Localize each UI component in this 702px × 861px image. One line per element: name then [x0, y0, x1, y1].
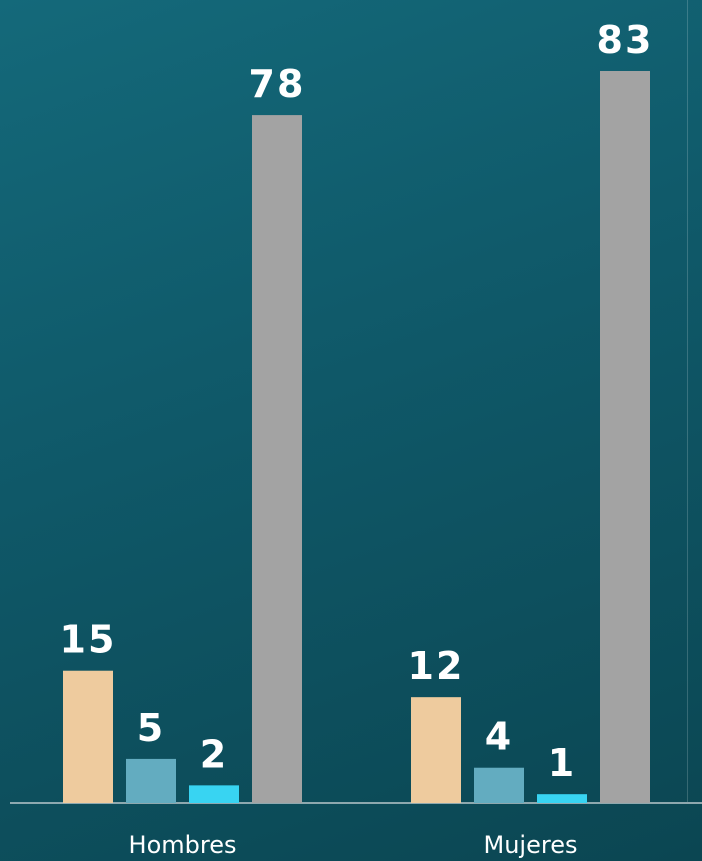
bar-mujeres-series-2 — [474, 767, 524, 803]
bars-group — [63, 71, 650, 804]
bar-hombres-series-2 — [126, 758, 176, 803]
value-label-hombres-series-1: 15 — [60, 618, 117, 662]
value-labels-group: 15 52 78 12 41 83 — [60, 18, 654, 785]
bar-hombres-series-1 — [63, 670, 113, 803]
value-label-hombres-series-4: 78 — [249, 62, 306, 106]
category-label-mujeres: Mujeres — [484, 831, 578, 859]
bar-hombres-series-3 — [189, 785, 239, 803]
bar-hombres-series-4 — [252, 115, 302, 804]
value-label-mujeres-series-4: 83 — [597, 18, 654, 62]
value-label-mujeres-series-3: 1 — [548, 741, 576, 785]
bar-mujeres-series-1 — [411, 697, 461, 803]
value-label-mujeres-series-2: 4 — [485, 715, 513, 759]
value-label-hombres-series-3: 2 — [200, 732, 228, 776]
category-labels-group: Hombres Mujeres — [129, 831, 578, 859]
value-label-mujeres-series-1: 12 — [408, 644, 465, 688]
bar-mujeres-series-4 — [600, 71, 650, 803]
value-label-hombres-series-2: 5 — [137, 706, 165, 750]
category-label-hombres: Hombres — [129, 831, 237, 859]
bar-mujeres-series-3 — [537, 794, 587, 803]
right-divider — [687, 0, 688, 802]
